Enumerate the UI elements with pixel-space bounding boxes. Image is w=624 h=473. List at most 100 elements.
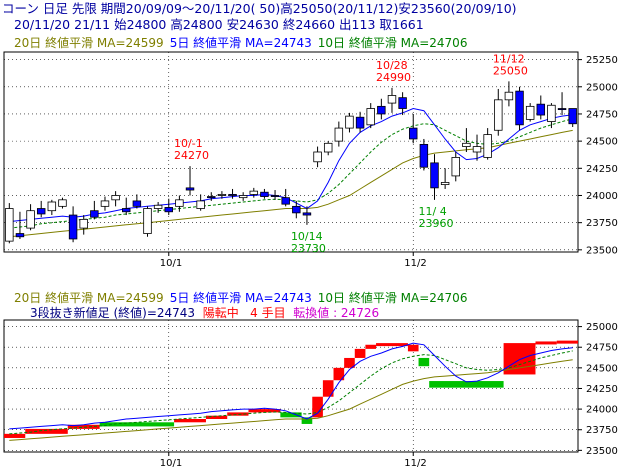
annotation-value: 24270 [174, 149, 209, 162]
candle-up [175, 199, 184, 207]
candle-up [472, 146, 482, 153]
candle-up [334, 127, 344, 142]
brick-up [67, 424, 100, 429]
candle-up [525, 105, 535, 120]
chart-header-summary: コーン 日足 先限 期間20/09/09～20/11/20( 50)高25050… [0, 0, 624, 17]
brick-down [301, 417, 313, 424]
candle-up [387, 95, 397, 104]
candle-down [36, 208, 46, 215]
brick-up [365, 344, 377, 349]
brick-up [248, 409, 281, 413]
bottom-y-tick-label: 23750 [586, 425, 618, 436]
candle-down [15, 233, 25, 238]
candle-down [281, 197, 290, 205]
candle-down [557, 108, 567, 111]
candle-down [292, 205, 301, 214]
three-line-break-legend: 3段抜き新値足 (終値)=24743 陽転中 4 手目 転換値 : 24726 [30, 305, 379, 321]
top-y-tick-label: 23500 [586, 245, 618, 256]
annotation-date: 11/12 [493, 52, 525, 65]
candle-up [196, 200, 205, 209]
candle-down [260, 191, 269, 197]
top-y-tick-label: 24250 [586, 164, 618, 175]
bottom-y-tick-label: 24000 [586, 405, 618, 416]
candle-up [483, 134, 492, 158]
top-y-tick-label: 25250 [586, 55, 618, 66]
brick-up [344, 357, 355, 368]
ma-legend-bottom: 20日 終値平滑 MA=24599 5日 終値平滑 MA=24743 10日 終値平… [14, 290, 473, 306]
top-y-tick-label: 25000 [586, 82, 618, 93]
legend-ma5: 5日 終値平滑 MA=24743 [169, 36, 312, 50]
bottom-ma20-line [9, 359, 573, 441]
brick-up [174, 419, 206, 423]
brick-up [25, 428, 68, 434]
tlb-state: 陽転中 [202, 306, 239, 320]
candle-up [26, 210, 35, 229]
candle-down [270, 195, 280, 197]
candle-up [58, 199, 67, 207]
candle-down [355, 116, 365, 129]
brick-up [312, 396, 323, 418]
bottom-y-tick-label: 24500 [586, 363, 618, 374]
candle-down [377, 105, 386, 115]
annotation-date: 10/-1 [174, 137, 203, 150]
legend-ma20: 20日 終値平滑 MA=24599 [14, 36, 164, 50]
bottom-y-tick-label: 25000 [586, 322, 618, 333]
brick-up [354, 348, 366, 358]
brick-up [407, 344, 419, 352]
annotation-value: 24990 [376, 71, 411, 84]
candle-up [217, 193, 227, 196]
candle-down [398, 97, 407, 109]
brick-down [429, 381, 504, 388]
chart-header-ohlc: 20/11/20 21/11 始24800 高24800 安24630 終246… [0, 16, 624, 33]
brick-up [227, 412, 249, 416]
bottom-x-tick-label: 10/1 [160, 458, 182, 469]
top-y-tick-label: 24500 [586, 137, 618, 148]
brick-up [556, 340, 578, 344]
candle-down [122, 208, 131, 213]
top-ma10-line [9, 118, 573, 229]
candle-down [515, 90, 524, 126]
annotation-date: 10/28 [376, 59, 408, 72]
candle-up [153, 204, 163, 209]
annotation-date: 11/ 4 [419, 205, 447, 218]
annotation-value: 23960 [419, 217, 454, 230]
annotation-date: 10/14 [291, 230, 323, 243]
brick-up [205, 415, 228, 419]
legend-ma10-bottom: 10日 終値平滑 MA=24706 [317, 291, 468, 305]
top-ma5-line [9, 107, 573, 223]
tlb-label: 3段抜き新値足 (終値)=24743 [30, 306, 196, 320]
candle-down [68, 214, 78, 240]
bottom-ma5-line [9, 342, 573, 430]
bottom-x-tick-label: 11/2 [404, 458, 426, 469]
tlb-reversal: 転換値 : 24726 [293, 306, 380, 320]
candle-up [238, 195, 248, 199]
candle-down [228, 193, 237, 196]
candle-up [323, 142, 333, 153]
candle-down [302, 212, 312, 216]
bottom-y-tick-label: 24750 [586, 343, 618, 354]
brick-down [280, 412, 302, 418]
tlb-count: 4 手目 [250, 306, 286, 320]
bottom-y-tick-label: 23500 [586, 446, 618, 457]
top-x-tick-label: 10/1 [160, 258, 182, 269]
candle-up [494, 99, 503, 131]
bottom-y-tick-label: 24250 [586, 384, 618, 395]
ma-legend-top: 20日 終値平滑 MA=24599 5日 終値平滑 MA=24743 10日 終値平… [14, 35, 473, 51]
brick-down [99, 422, 175, 427]
annotation-value: 23730 [291, 242, 326, 255]
three-line-break-panel: 23500 23750 24000 24250 24500 24750 25000 10/1 1… [3, 319, 618, 469]
candle-down [90, 210, 99, 218]
candle-up [100, 200, 110, 207]
candle-up [462, 142, 471, 147]
candle-up [440, 182, 450, 186]
candle-up [111, 195, 120, 201]
brick-up [333, 367, 345, 381]
candle-up [547, 104, 556, 122]
candle-up [366, 108, 375, 126]
candle-down [409, 127, 418, 140]
candle-down [419, 143, 429, 168]
candlestick-panel: 23500 23750 24000 24250 24500 24750 25000 25250… [3, 51, 618, 269]
candle-down [132, 200, 142, 207]
legend-ma5-bottom: 5日 終値平滑 MA=24743 [169, 291, 312, 305]
